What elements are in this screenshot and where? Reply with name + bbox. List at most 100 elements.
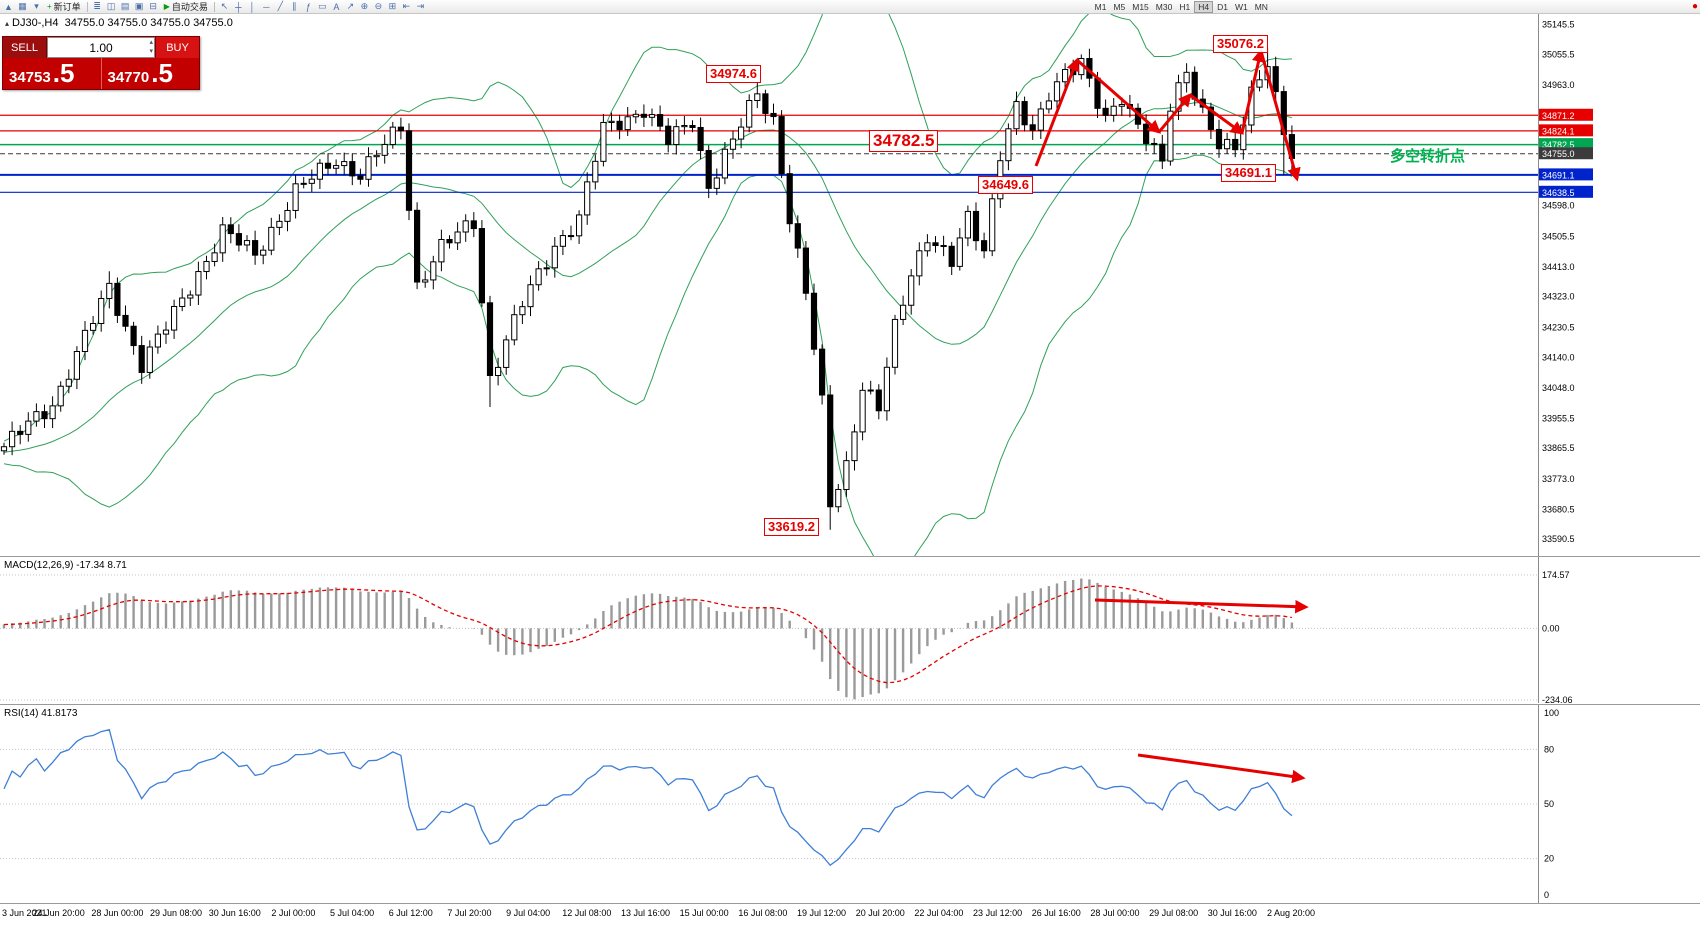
timeframe-w1-button[interactable]: W1 <box>1234 1 1248 12</box>
navigator-icon[interactable]: ▤ <box>120 1 130 11</box>
timeframe-m5-button[interactable]: M5 <box>1113 1 1126 12</box>
candle <box>689 125 696 128</box>
zoom-in-icon[interactable]: ⊕ <box>360 1 369 11</box>
text-label-icon[interactable]: A <box>333 1 340 12</box>
trend-arrow <box>1137 753 1306 784</box>
candle <box>1215 128 1223 150</box>
auto-trading-button-label: 自动交易 <box>171 2 208 12</box>
timeframe-mn-button[interactable]: MN <box>1254 1 1268 12</box>
timeframe-m1-button[interactable]: M1 <box>1094 1 1107 12</box>
panel-separator[interactable] <box>0 556 1700 557</box>
candle <box>989 198 996 252</box>
toolbar-separator <box>86 1 88 12</box>
candle <box>462 220 469 233</box>
candle <box>438 238 445 263</box>
crosshair-icon[interactable]: ┼ <box>235 1 242 12</box>
new-chart-icon[interactable]: ▦ <box>18 1 27 11</box>
timeframe-m15-button[interactable]: M15 <box>1132 1 1149 12</box>
volume-up-button[interactable]: ▴ <box>149 39 153 46</box>
vertical-line-icon[interactable]: │ <box>249 1 256 12</box>
rsi-axis-label: 100 <box>1544 708 1559 718</box>
time-label: 15 Jul 00:00 <box>679 908 729 918</box>
candle <box>964 210 971 239</box>
horizontal-line-icon[interactable]: ─ <box>263 1 270 12</box>
candle <box>1013 101 1020 130</box>
sell-button[interactable]: SELL <box>3 37 47 58</box>
fibonacci-icon[interactable]: ƒ <box>305 1 311 12</box>
candle <box>454 231 461 244</box>
candle <box>308 178 315 184</box>
data-window-icon[interactable]: ◫ <box>106 1 116 11</box>
candle <box>292 183 299 211</box>
candle <box>972 210 980 242</box>
buy-button[interactable]: BUY <box>155 37 199 58</box>
strategy-tester-icon[interactable]: ⊟ <box>149 1 157 11</box>
volume-input[interactable]: 1.00 ▴ ▾ <box>47 37 155 58</box>
candle <box>195 271 202 296</box>
arrow-object-icon[interactable]: ↗ <box>346 1 355 11</box>
candle <box>981 240 988 252</box>
chart-shift-icon[interactable]: ⇤ <box>402 1 411 11</box>
candle <box>559 235 566 247</box>
price-tick-label: 33773.0 <box>1542 474 1575 484</box>
candle <box>924 242 931 252</box>
candle <box>778 116 785 175</box>
candle <box>414 209 421 283</box>
app-icon[interactable]: ▲ <box>4 1 13 12</box>
main-chart-canvas[interactable]: 34871.234824.134782.534755.034691.134638… <box>0 14 1700 556</box>
volume-down-button[interactable]: ▾ <box>149 48 153 55</box>
chart-profiles-dropdown-icon[interactable]: ▾ <box>34 1 39 11</box>
candle <box>57 385 64 407</box>
candle <box>284 209 291 222</box>
time-axis[interactable]: 3 Jun 2021 24 Jun 20:00 28 Jun 00:00 29 Jun… <box>0 904 1700 937</box>
macd-panel[interactable]: 174.57 0.00 -234.06 <box>0 557 1700 703</box>
candle <box>171 305 178 331</box>
panel-separator[interactable] <box>0 704 1700 705</box>
buy-price[interactable]: 34770 .5 <box>100 58 200 89</box>
candle <box>875 389 882 412</box>
candle <box>357 175 364 180</box>
shapes-icon[interactable]: ▭ <box>318 1 327 11</box>
candle <box>138 345 145 373</box>
tile-windows-icon[interactable]: ⊞ <box>388 1 397 11</box>
candle <box>1118 103 1125 107</box>
candle <box>162 329 170 335</box>
timeframe-d1-button[interactable]: D1 <box>1217 1 1228 12</box>
time-label: 3 Jun 2021 <box>2 908 47 918</box>
candle <box>41 411 48 420</box>
market-watch-icon[interactable]: ≣ <box>93 1 101 11</box>
timeframe-h4-button[interactable]: H4 <box>1194 0 1214 13</box>
candle <box>640 113 647 118</box>
trendline-icon[interactable]: ╱ <box>277 1 284 11</box>
new-order-button[interactable]: + 新订单 <box>44 1 84 13</box>
price-level-label-box <box>1539 124 1593 137</box>
rsi-axis-label: 50 <box>1544 799 1554 809</box>
time-label: 7 Jul 20:00 <box>447 908 492 918</box>
candle <box>648 114 656 118</box>
auto-trading-button[interactable]: ▶ 自动交易 <box>161 1 211 13</box>
candle <box>268 226 275 251</box>
candle <box>810 292 818 350</box>
zoom-out-icon[interactable]: ⊖ <box>374 1 383 11</box>
rsi-panel[interactable]: 100 80 50 20 0 <box>0 705 1700 903</box>
timeframe-toolbar: M1 M5 M15 M30 H1 H4 D1 W1 MN <box>1092 0 1271 13</box>
candle <box>754 93 761 102</box>
equidistant-channel-icon[interactable]: ∥ <box>292 1 297 11</box>
auto-scroll-icon[interactable]: ⇥ <box>416 1 425 11</box>
timeframe-h1-button[interactable]: H1 <box>1179 1 1191 12</box>
timeframe-m30-button[interactable]: M30 <box>1155 1 1173 12</box>
price-tick-label: 34230.5 <box>1542 322 1575 332</box>
price-level-label-box <box>1539 185 1593 198</box>
sell-price[interactable]: 34753 .5 <box>3 58 101 89</box>
time-label: 24 Jun 20:00 <box>32 908 85 918</box>
candle <box>1094 77 1101 109</box>
candle <box>187 294 194 299</box>
price-level-label: 34638.5 <box>1542 188 1575 198</box>
candle <box>33 411 40 422</box>
rsi-axis-label: 80 <box>1544 744 1554 754</box>
rsi-line <box>3 728 1293 867</box>
candle <box>932 242 939 247</box>
terminal-icon[interactable]: ▣ <box>134 1 144 11</box>
cursor-icon[interactable]: ↖ <box>220 1 229 11</box>
